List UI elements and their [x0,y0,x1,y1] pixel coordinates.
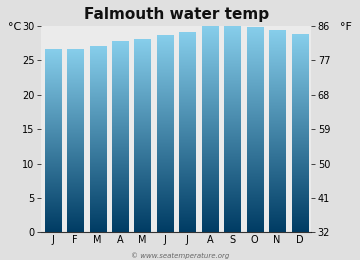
Text: © www.seatemperature.org: © www.seatemperature.org [131,252,229,259]
Title: Falmouth water temp: Falmouth water temp [84,7,269,22]
Y-axis label: °C: °C [8,22,21,32]
Y-axis label: °F: °F [340,22,352,32]
